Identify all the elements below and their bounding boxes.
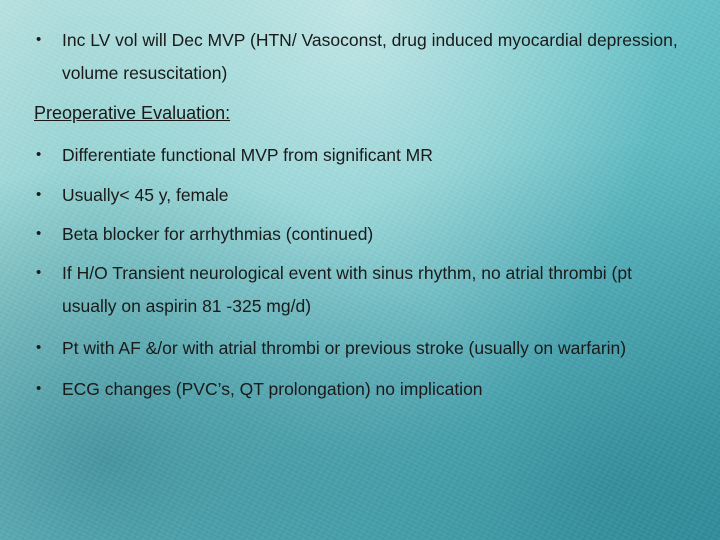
bullet-row: • Pt with AF &/or with atrial thrombi or… [34, 332, 686, 365]
bullet-text: Beta blocker for arrhythmias (continued) [62, 218, 686, 251]
bullet-text: If H/O Transient neurological event with… [62, 257, 686, 324]
bullet-text: ECG changes (PVC’s, QT prolongation) no … [62, 373, 686, 406]
top-bullet-text: Inc LV vol will Dec MVP (HTN/ Vasoconst,… [62, 24, 686, 91]
bullet-icon: • [34, 179, 62, 211]
bullet-icon: • [34, 332, 62, 364]
bullet-row: • Beta blocker for arrhythmias (continue… [34, 218, 686, 251]
bullet-icon: • [34, 373, 62, 405]
section-heading: Preoperative Evaluation: [34, 99, 686, 128]
bullet-icon: • [34, 139, 62, 171]
bullet-text: Pt with AF &/or with atrial thrombi or p… [62, 332, 686, 365]
bullet-text: Usually< 45 y, female [62, 179, 686, 212]
bullet-row: • ECG changes (PVC’s, QT prolongation) n… [34, 373, 686, 406]
bullet-icon: • [34, 24, 62, 56]
bullet-row: • Differentiate functional MVP from sign… [34, 139, 686, 172]
bullet-row: • Usually< 45 y, female [34, 179, 686, 212]
bullet-text: Differentiate functional MVP from signif… [62, 139, 686, 172]
bullet-icon: • [34, 257, 62, 289]
slide-body: • Inc LV vol will Dec MVP (HTN/ Vasocons… [0, 0, 720, 540]
bullet-row: • If H/O Transient neurological event wi… [34, 257, 686, 324]
top-bullet-row: • Inc LV vol will Dec MVP (HTN/ Vasocons… [34, 24, 686, 91]
bullet-icon: • [34, 218, 62, 250]
